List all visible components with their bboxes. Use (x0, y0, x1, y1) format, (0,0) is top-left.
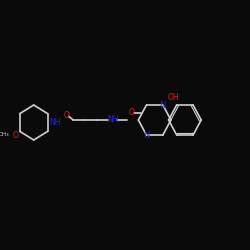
Text: NH: NH (107, 116, 118, 124)
Text: N: N (160, 100, 166, 110)
Text: O: O (12, 130, 18, 140)
Text: OH: OH (168, 93, 179, 102)
Text: O: O (128, 108, 134, 117)
Text: NH: NH (49, 118, 60, 127)
Text: O: O (63, 110, 69, 120)
Text: N: N (143, 130, 150, 140)
Text: CH₃: CH₃ (0, 132, 9, 138)
